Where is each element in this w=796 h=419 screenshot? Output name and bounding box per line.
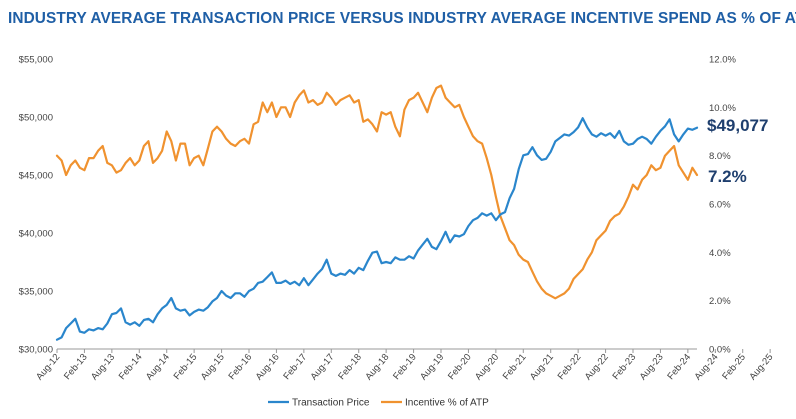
x-tick-label: Aug-18 xyxy=(363,352,391,383)
x-tick-label: Feb-22 xyxy=(556,352,584,382)
y-right-tick-label: 0.0% xyxy=(709,345,731,356)
x-axis: Aug-12 Feb-13 Aug-13 Feb-14 Aug-14 Feb-15 Aug-… xyxy=(34,349,775,382)
x-tick-label: Feb-24 xyxy=(665,352,693,382)
y-left-tick-label: $50,000 xyxy=(19,113,53,124)
x-tick-label: Aug-22 xyxy=(583,352,611,383)
y-right-tick-label: 2.0% xyxy=(709,296,731,307)
x-tick-label: Aug-23 xyxy=(638,352,666,383)
series-line-incentive xyxy=(55,84,699,300)
y-right-tick-label: 8.0% xyxy=(709,151,731,162)
y-right-tick-label: 4.0% xyxy=(709,248,731,259)
x-tick-label: Aug-19 xyxy=(418,352,446,383)
y-left-tick-label: $30,000 xyxy=(19,345,53,356)
x-tick-label: Feb-23 xyxy=(611,352,639,382)
left-axis: $30,000 $35,000 $40,000 $45,000 $50,000 $55,0… xyxy=(19,55,53,356)
x-tick-label: Feb-15 xyxy=(172,352,200,382)
x-tick-label: Aug-15 xyxy=(199,352,227,383)
callout-incentive-value: 7.2% xyxy=(708,167,747,186)
x-tick-label: Feb-18 xyxy=(336,352,364,382)
right-axis: 0.0% 2.0% 4.0% 6.0% 8.0% 10.0% 12.0% xyxy=(709,55,736,356)
legend-label-price: Transaction Price xyxy=(292,398,370,409)
x-tick-label: Feb-16 xyxy=(227,352,255,382)
x-tick-label: Feb-19 xyxy=(391,352,419,382)
x-tick-label: Aug-13 xyxy=(89,352,117,383)
chart-title: INDUSTRY AVERAGE TRANSACTION PRICE VERSU… xyxy=(8,10,796,27)
y-right-tick-label: 12.0% xyxy=(709,55,736,66)
x-tick-label: Aug-16 xyxy=(254,352,282,383)
y-left-tick-label: $55,000 xyxy=(19,55,53,66)
y-left-tick-label: $40,000 xyxy=(19,229,53,240)
legend-label-incentive: Incentive % of ATP xyxy=(405,398,489,409)
series-line-transaction-price xyxy=(55,117,699,341)
x-tick-label: Feb-13 xyxy=(62,352,90,382)
x-tick-label: Feb-20 xyxy=(446,352,474,382)
x-tick-label: Feb-14 xyxy=(117,352,145,382)
x-tick-label: Aug-14 xyxy=(144,352,172,383)
callout-price-value: $49,077 xyxy=(707,116,768,135)
x-tick-label: Aug-20 xyxy=(473,352,501,383)
y-left-tick-label: $35,000 xyxy=(19,287,53,298)
x-tick-label: Aug-17 xyxy=(308,352,336,383)
x-tick-label: Feb-21 xyxy=(501,352,529,382)
x-tick-label: Feb-25 xyxy=(720,352,748,382)
legend: Transaction Price Incentive % of ATP xyxy=(268,398,489,409)
y-right-tick-label: 6.0% xyxy=(709,200,731,211)
x-tick-label: Aug-21 xyxy=(528,352,556,383)
x-tick-label: Aug-24 xyxy=(692,352,720,383)
y-right-tick-label: 10.0% xyxy=(709,103,736,114)
y-left-tick-label: $45,000 xyxy=(19,171,53,182)
x-tick-label: Aug-25 xyxy=(747,352,775,383)
x-tick-label: Aug-12 xyxy=(34,352,62,383)
x-tick-label: Feb-17 xyxy=(281,352,309,382)
